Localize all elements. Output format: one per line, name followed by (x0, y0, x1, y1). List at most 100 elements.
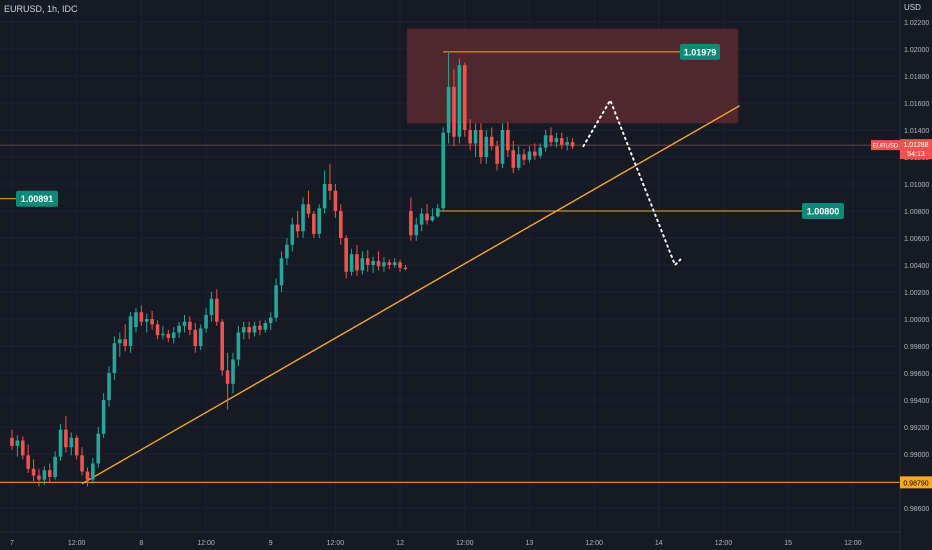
candle-body (387, 262, 392, 265)
candle-body (204, 314, 208, 329)
candle-body (139, 312, 144, 322)
price-tick-label: 1.00800 (904, 209, 929, 216)
candle-body (565, 142, 569, 145)
candle-body (489, 136, 494, 147)
support-price-tag-box (802, 203, 844, 219)
candle-body (317, 208, 322, 234)
price-tick-label: 0.99000 (904, 452, 929, 459)
projection-arrow (582, 98, 682, 267)
candle-body (96, 433, 101, 464)
projection-path (582, 98, 682, 267)
candle-body (10, 437, 14, 446)
candle-body (538, 147, 543, 156)
candle-body (74, 437, 79, 456)
candle-body (554, 138, 559, 143)
resistance-price-tag: 1.01979 (684, 47, 717, 57)
candle-body (188, 321, 192, 330)
candlestick-series (10, 51, 575, 487)
candle-body (64, 429, 68, 448)
candle-body (398, 262, 402, 268)
candle-body (382, 262, 386, 267)
time-tick-label: 12:00 (68, 540, 86, 547)
candle-body (58, 429, 63, 457)
price-tick-label: 0.99200 (904, 425, 929, 432)
candle-body (457, 65, 462, 137)
time-tick-label: 12:00 (715, 540, 733, 547)
candle-body (409, 211, 413, 236)
candle-body (338, 211, 343, 238)
time-tick-label: 8 (139, 540, 143, 547)
time-tick-label: 12:00 (197, 540, 215, 547)
time-axis[interactable]: 7 12:00 8 12:00 9 12:00 12 12:00 13 12:00 14 12:00 1… (10, 540, 862, 547)
candle-body (403, 267, 408, 270)
price-tick-label: 0.99400 (904, 398, 929, 405)
supply-zone-rect (406, 28, 739, 124)
candle-body (274, 285, 278, 318)
candle-body (516, 154, 521, 168)
candle-body (258, 325, 262, 330)
candle-body (215, 298, 219, 322)
candle-body (247, 327, 251, 333)
low-axis-tag-box (900, 476, 932, 489)
price-labels: 1.01979 1.00800 1.00891 0.98790 EURUSD 1.0128… (16, 43, 932, 489)
left-price-tag: 1.00891 (21, 194, 54, 204)
candle-body (161, 333, 165, 336)
candle-body (355, 254, 359, 271)
candle-body (328, 184, 332, 191)
candle-body (80, 455, 84, 472)
candle-body (236, 332, 241, 360)
time-tick-label: 12:00 (844, 540, 862, 547)
candle-body (473, 130, 478, 144)
candle-body (279, 258, 284, 286)
candle-body (42, 470, 47, 480)
price-tick-label: 1.01000 (904, 182, 929, 189)
candle-body (231, 359, 235, 384)
candle-body (360, 258, 365, 271)
currency-label: USD (904, 3, 921, 12)
price-tick-label: 1.02200 (904, 20, 929, 27)
candle-body (20, 440, 25, 456)
price-tick-label: 0.99800 (904, 344, 929, 351)
symbol-title[interactable]: EURUSD, 1h, IDC (4, 4, 78, 14)
candle-body (171, 332, 176, 338)
candle-body (559, 138, 564, 145)
trendline-layer (81, 105, 740, 485)
candle-body (209, 298, 214, 315)
candle-body (452, 86, 456, 137)
price-tick-label: 0.98600 (904, 506, 929, 513)
candle-body (112, 343, 117, 373)
candle-body (511, 150, 516, 168)
current-price-tag-box (900, 139, 932, 160)
candle-body (425, 213, 429, 221)
candle-body (69, 437, 74, 448)
price-tick-label: 0.99600 (904, 371, 929, 378)
time-tick-label: 9 (269, 540, 273, 547)
candle-body (462, 65, 467, 130)
candle-body (128, 316, 133, 346)
candle-body (365, 258, 370, 265)
candle-body (15, 440, 20, 446)
candle-body (479, 130, 483, 157)
candle-body (144, 319, 149, 322)
candle-body (241, 327, 246, 333)
time-tick-label: 12:00 (585, 540, 603, 547)
horizontal-levels (0, 51, 900, 483)
current-symbol-tag: EURUSD (873, 144, 899, 150)
candle-body (543, 135, 548, 148)
time-tick-label: 7 (10, 540, 14, 547)
candle-body (182, 321, 187, 326)
left-price-tag-box (16, 190, 58, 207)
candle-body (414, 224, 419, 236)
candle-body (268, 317, 273, 324)
price-tick-label: 1.00400 (904, 263, 929, 270)
price-tick-label: 1.00000 (904, 317, 929, 324)
candle-body (91, 463, 95, 480)
candle-body (430, 216, 435, 221)
candle-body (301, 204, 305, 232)
candle-body (193, 329, 198, 346)
resistance-zone (406, 28, 739, 124)
candle-body (392, 262, 397, 265)
candle-body (101, 400, 106, 434)
time-tick-label: 13 (526, 540, 534, 547)
